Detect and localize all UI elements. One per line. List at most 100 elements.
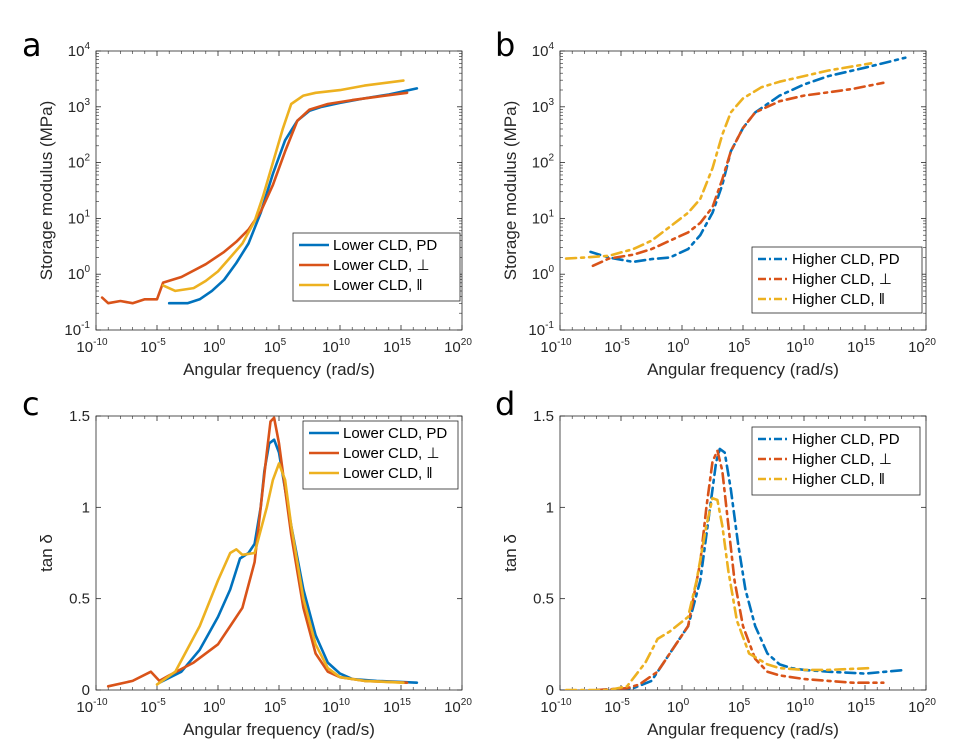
y-tick-exponent: 1 [84,208,90,219]
x-tick-label: 1010 [786,337,814,356]
x-tick-base: 10 [786,699,803,716]
x-tick-base: 10 [540,339,557,356]
x-tick-base: 10 [444,339,461,356]
x-tick-base: 10 [786,339,803,356]
y-tick-exponent: 0 [84,264,90,275]
y-tick-label: 103 [532,97,555,116]
y-tick-label: 1.5 [533,408,554,425]
x-tick-label: 105 [264,337,287,356]
legend-label-0: Higher CLD, PD [792,431,900,448]
x-axis-title: Angular frequency (rad/s) [647,360,839,379]
x-tick-exponent: 0 [220,697,226,708]
y-tick-label: 0 [546,682,554,699]
legend-label-2: Higher CLD, ‖ [792,471,885,488]
y-tick-label: 1 [546,499,554,516]
x-tick-label: 10-10 [540,697,572,716]
y-tick-label: 100 [532,264,555,283]
x-tick-label: 100 [203,337,226,356]
x-tick-base: 10 [76,339,93,356]
panel-b-letter: b [495,26,515,64]
legend-label-0: Lower CLD, PD [343,425,447,442]
x-tick-label: 1020 [444,337,472,356]
x-tick-label: 1015 [383,337,411,356]
y-tick-label: 1 [82,499,90,516]
legend-label-2: Higher CLD, ‖ [792,291,885,308]
y-axis-title: Storage modulus (MPa) [501,101,520,281]
y-tick-exponent: -1 [81,320,90,331]
series-line-1 [595,449,885,690]
x-axis-title: Angular frequency (rad/s) [183,720,375,739]
x-tick-exponent: 20 [461,337,473,348]
x-tick-exponent: 5 [281,337,287,348]
x-tick-label: 10-5 [140,337,166,356]
x-tick-label: 100 [667,697,690,716]
y-tick-label: 102 [532,153,555,172]
x-tick-label: 1020 [444,697,472,716]
series-line-2 [155,462,405,686]
x-axis-title: Angular frequency (rad/s) [647,720,839,739]
y-tick-label: 103 [68,97,91,116]
x-tick-exponent: -10 [93,337,108,348]
x-tick-base: 10 [667,339,684,356]
series-line-0 [158,438,419,685]
x-tick-label: 1010 [786,697,814,716]
legend-label-0: Lower CLD, PD [333,237,437,254]
legend-label-1: Lower CLD, ⊥ [333,257,429,274]
y-tick-label: 102 [68,153,91,172]
x-tick-base: 10 [604,699,621,716]
y-tick-label: 0 [82,682,90,699]
panel-a: a 10-10 10-5 100 105 1010 1015 102010-11001011… [22,26,472,379]
x-tick-label: 10-5 [604,697,630,716]
y-tick-label: 104 [68,41,91,60]
x-tick-label: 10-5 [604,337,630,356]
y-axis-title: tan δ [37,534,56,572]
panel-c-letter: c [22,385,40,423]
x-tick-label: 1010 [322,337,350,356]
y-tick-exponent: 3 [84,97,90,108]
y-axis-title: Storage modulus (MPa) [37,101,56,281]
x-tick-exponent: 5 [281,697,287,708]
x-tick-exponent: 20 [925,337,937,348]
y-tick-label: 100 [68,264,91,283]
y-tick-base: 10 [68,43,85,60]
x-tick-label: 100 [667,337,690,356]
x-tick-base: 10 [728,339,745,356]
y-tick-exponent: 3 [548,97,554,108]
series-line-0 [595,447,907,690]
panel-a-letter: a [22,26,42,64]
x-tick-base: 10 [604,339,621,356]
y-tick-exponent: -1 [545,320,554,331]
x-tick-base: 10 [847,699,864,716]
y-tick-label: 10-1 [528,320,554,339]
x-tick-exponent: 10 [339,697,351,708]
y-tick-label: 0.5 [533,591,554,608]
x-tick-base: 10 [322,699,339,716]
x-tick-exponent: -10 [557,337,572,348]
x-tick-base: 10 [264,339,281,356]
x-tick-exponent: 20 [461,697,473,708]
x-tick-label: 105 [728,337,751,356]
x-tick-label: 105 [728,697,751,716]
x-tick-base: 10 [908,699,925,716]
x-tick-exponent: 15 [864,337,876,348]
y-tick-base: 10 [532,155,549,172]
series-line-2 [564,61,873,260]
x-tick-exponent: 10 [339,337,351,348]
y-tick-base: 10 [532,210,549,227]
x-tick-label: 1015 [847,697,875,716]
y-tick-exponent: 0 [548,264,554,275]
x-tick-exponent: 15 [400,697,412,708]
x-tick-label: 10-5 [140,697,166,716]
y-tick-label: 101 [68,208,91,227]
y-tick-exponent: 2 [548,153,554,164]
x-tick-label: 10-10 [76,697,108,716]
y-tick-base: 10 [64,322,81,339]
x-tick-label: 10-10 [76,337,108,356]
x-tick-base: 10 [847,339,864,356]
x-tick-exponent: 5 [745,337,751,348]
x-tick-base: 10 [264,699,281,716]
legend-label-0: Higher CLD, PD [792,251,900,268]
series-line-2 [564,496,873,690]
y-tick-exponent: 1 [548,208,554,219]
